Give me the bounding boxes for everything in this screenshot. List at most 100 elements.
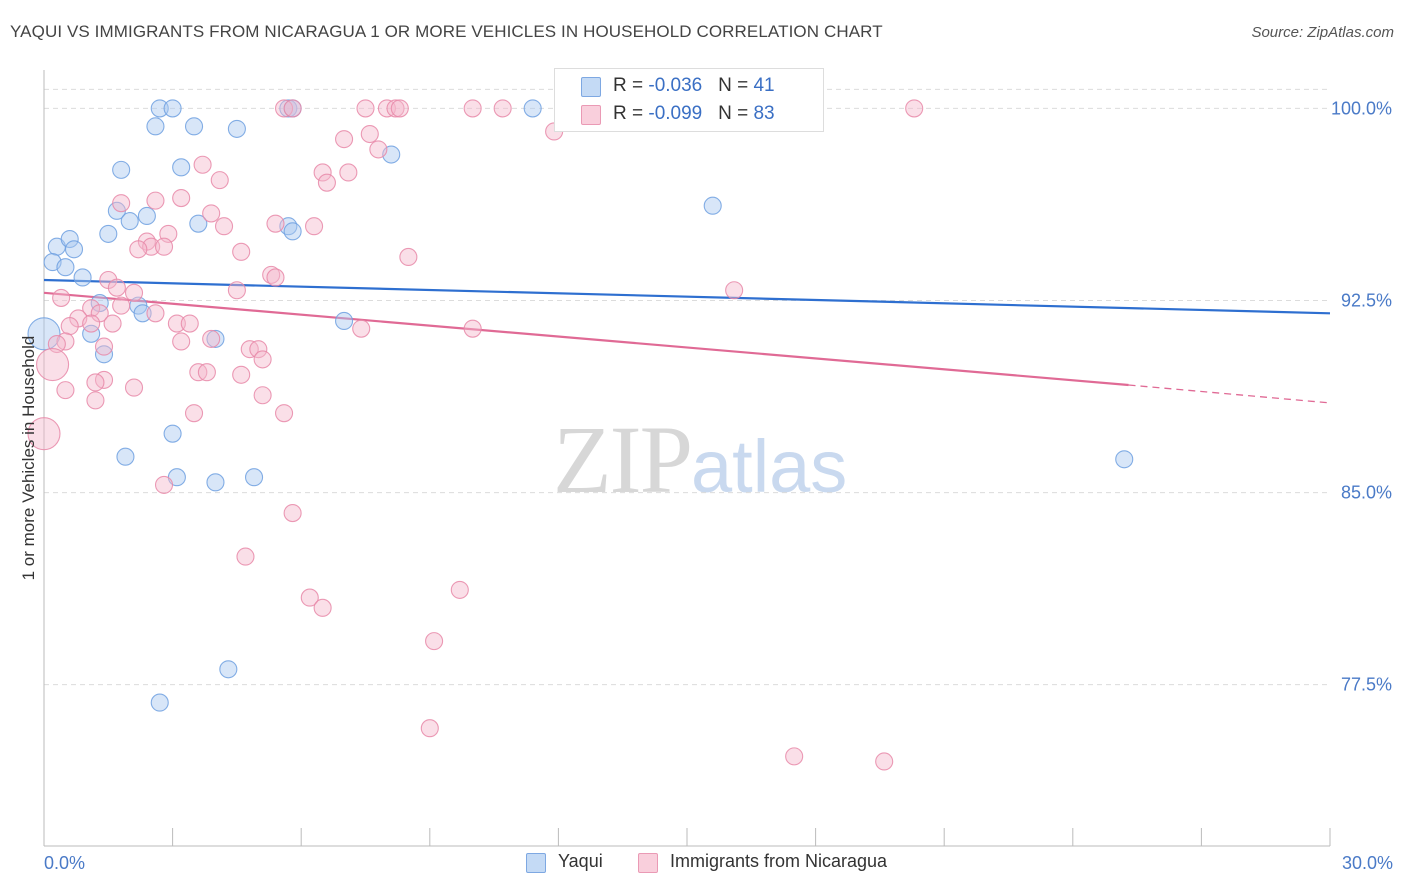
- bottom-legend-label-yaqui: Yaqui: [558, 851, 603, 871]
- point-nicaragua: [129, 240, 148, 259]
- point-nicaragua: [124, 378, 144, 397]
- point-nicaragua: [232, 365, 251, 384]
- trend-lines: [43, 278, 1331, 404]
- point-nicaragua: [253, 350, 272, 369]
- point-nicaragua: [253, 386, 272, 405]
- point-yaqui: [150, 693, 169, 712]
- point-nicaragua: [112, 194, 131, 213]
- watermark: ZIPatlas: [553, 404, 847, 515]
- point-nicaragua: [785, 747, 804, 766]
- point-nicaragua: [390, 99, 409, 118]
- y-tick-label: 77.5%: [1341, 675, 1392, 695]
- point-nicaragua: [317, 173, 336, 192]
- point-yaqui: [163, 99, 182, 118]
- watermark-atlas: atlas: [691, 425, 848, 508]
- point-yaqui: [56, 258, 75, 277]
- point-nicaragua: [386, 99, 405, 118]
- point-nicaragua: [56, 381, 75, 400]
- point-nicaragua: [463, 319, 482, 338]
- point-nicaragua: [275, 404, 294, 423]
- point-yaqui: [172, 158, 191, 177]
- point-nicaragua: [249, 340, 268, 359]
- point-nicaragua: [52, 288, 71, 307]
- point-nicaragua: [493, 99, 512, 118]
- point-nicaragua: [197, 363, 216, 382]
- point-yaqui: [133, 304, 152, 323]
- point-nicaragua: [107, 278, 126, 297]
- point-nicaragua: [180, 314, 199, 333]
- point-yaqui: [116, 447, 135, 466]
- point-nicaragua: [369, 140, 388, 159]
- point-nicaragua: [112, 296, 131, 315]
- trend-line-nicaragua: [43, 291, 1129, 387]
- legend-swatch-yaqui: [581, 77, 601, 97]
- point-nicaragua: [399, 247, 418, 267]
- point-nicaragua: [210, 171, 229, 190]
- point-nicaragua: [227, 281, 246, 300]
- stats-legend: R = -0.036 N = 41 R = -0.099 N = 83: [554, 68, 824, 132]
- point-yaqui: [227, 119, 246, 138]
- point-yaqui: [244, 468, 264, 487]
- point-yaqui: [73, 268, 92, 287]
- point-yaqui: [184, 117, 204, 136]
- point-nicaragua: [36, 347, 70, 382]
- trend-line-yaqui: [43, 278, 1331, 315]
- point-nicaragua: [202, 204, 221, 223]
- point-yaqui: [82, 324, 101, 343]
- point-nicaragua: [266, 214, 285, 233]
- y-axis-label: 1 or more Vehicles in Household: [19, 336, 38, 581]
- point-nicaragua: [167, 314, 186, 333]
- point-nicaragua: [82, 314, 101, 333]
- gridlines: [44, 88, 1330, 686]
- legend-text-nicaragua: R = -0.099 N = 83: [613, 103, 775, 124]
- point-yaqui: [189, 214, 208, 233]
- x-tick-label: 0.0%: [44, 853, 85, 873]
- point-nicaragua: [305, 217, 324, 236]
- point-nicaragua: [266, 268, 285, 287]
- axis-labels: 77.5% 85.0% 92.5% 100.0% 0.0% 30.0% 1 or more …: [19, 98, 1393, 873]
- point-nicaragua: [875, 752, 894, 771]
- y-tick-label: 85.0%: [1341, 483, 1392, 503]
- point-nicaragua: [154, 475, 174, 494]
- bottom-legend-label-nicaragua: Immigrants from Nicaragua: [670, 851, 888, 871]
- point-yaqui: [703, 196, 722, 215]
- chart-title: YAQUI VS IMMIGRANTS FROM NICARAGUA 1 OR …: [10, 22, 883, 41]
- x-tick-label: 30.0%: [1342, 853, 1393, 873]
- point-yaqui: [64, 240, 84, 259]
- point-yaqui: [137, 206, 156, 226]
- point-yaqui: [283, 222, 302, 241]
- point-nicaragua: [103, 314, 122, 333]
- point-nicaragua: [356, 99, 375, 118]
- legend-swatch-nicaragua: [581, 105, 601, 125]
- point-nicaragua: [360, 124, 379, 144]
- point-nicaragua: [283, 99, 302, 118]
- point-nicaragua: [124, 283, 144, 302]
- point-yaqui: [60, 229, 79, 249]
- watermark-zip: ZIP: [553, 406, 693, 513]
- point-nicaragua: [232, 242, 251, 261]
- point-nicaragua: [27, 417, 61, 451]
- point-nicaragua: [172, 332, 191, 351]
- point-nicaragua: [214, 217, 234, 236]
- point-nicaragua: [300, 588, 319, 607]
- point-nicaragua: [184, 404, 204, 423]
- point-yaqui: [90, 294, 109, 313]
- point-nicaragua: [94, 337, 114, 356]
- point-nicaragua: [60, 317, 79, 336]
- point-yaqui: [94, 345, 114, 364]
- point-yaqui: [120, 212, 139, 231]
- point-nicaragua: [283, 504, 302, 523]
- point-nicaragua: [146, 191, 165, 210]
- point-nicaragua: [313, 598, 332, 617]
- point-yaqui: [335, 311, 354, 331]
- point-nicaragua: [236, 547, 255, 566]
- point-nicaragua: [725, 281, 744, 300]
- bottom-legend-swatch-yaqui: [526, 853, 546, 873]
- point-yaqui: [112, 160, 131, 179]
- point-yaqui: [146, 117, 165, 136]
- point-nicaragua: [905, 99, 924, 118]
- point-yaqui: [219, 660, 238, 679]
- point-nicaragua: [425, 632, 444, 651]
- point-yaqui: [523, 99, 542, 118]
